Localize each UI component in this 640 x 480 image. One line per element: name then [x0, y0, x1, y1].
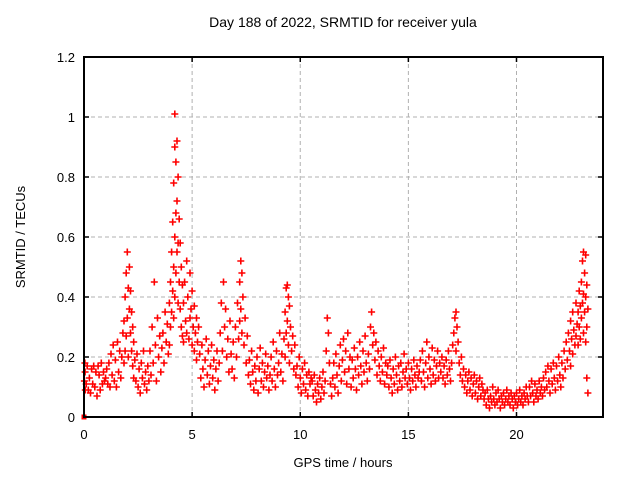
x-tick-label: 5	[189, 427, 196, 442]
y-tick-label: 1.2	[57, 50, 75, 65]
y-tick-label: 0.2	[57, 350, 75, 365]
x-tick-label: 20	[509, 427, 523, 442]
y-tick-label: 0.6	[57, 230, 75, 245]
grid-lines	[84, 57, 603, 417]
y-tick-label: 0	[68, 410, 75, 425]
chart-title: Day 188 of 2022, SRMTID for receiver yul…	[209, 14, 477, 30]
x-axis-label: GPS time / hours	[294, 455, 393, 470]
y-axis-label: SRMTID / TECUs	[13, 185, 28, 288]
y-tick-label: 1	[68, 110, 75, 125]
x-tick-label: 0	[80, 427, 87, 442]
y-tick-label: 0.8	[57, 170, 75, 185]
x-tick-label: 10	[293, 427, 307, 442]
axis-ticks	[83, 56, 603, 418]
tick-labels: 0 5 10 15 20 0 0.2 0.4 0.6 0.8 1 1.2	[57, 50, 524, 442]
x-tick-label: 15	[401, 427, 415, 442]
y-tick-label: 0.4	[57, 290, 75, 305]
